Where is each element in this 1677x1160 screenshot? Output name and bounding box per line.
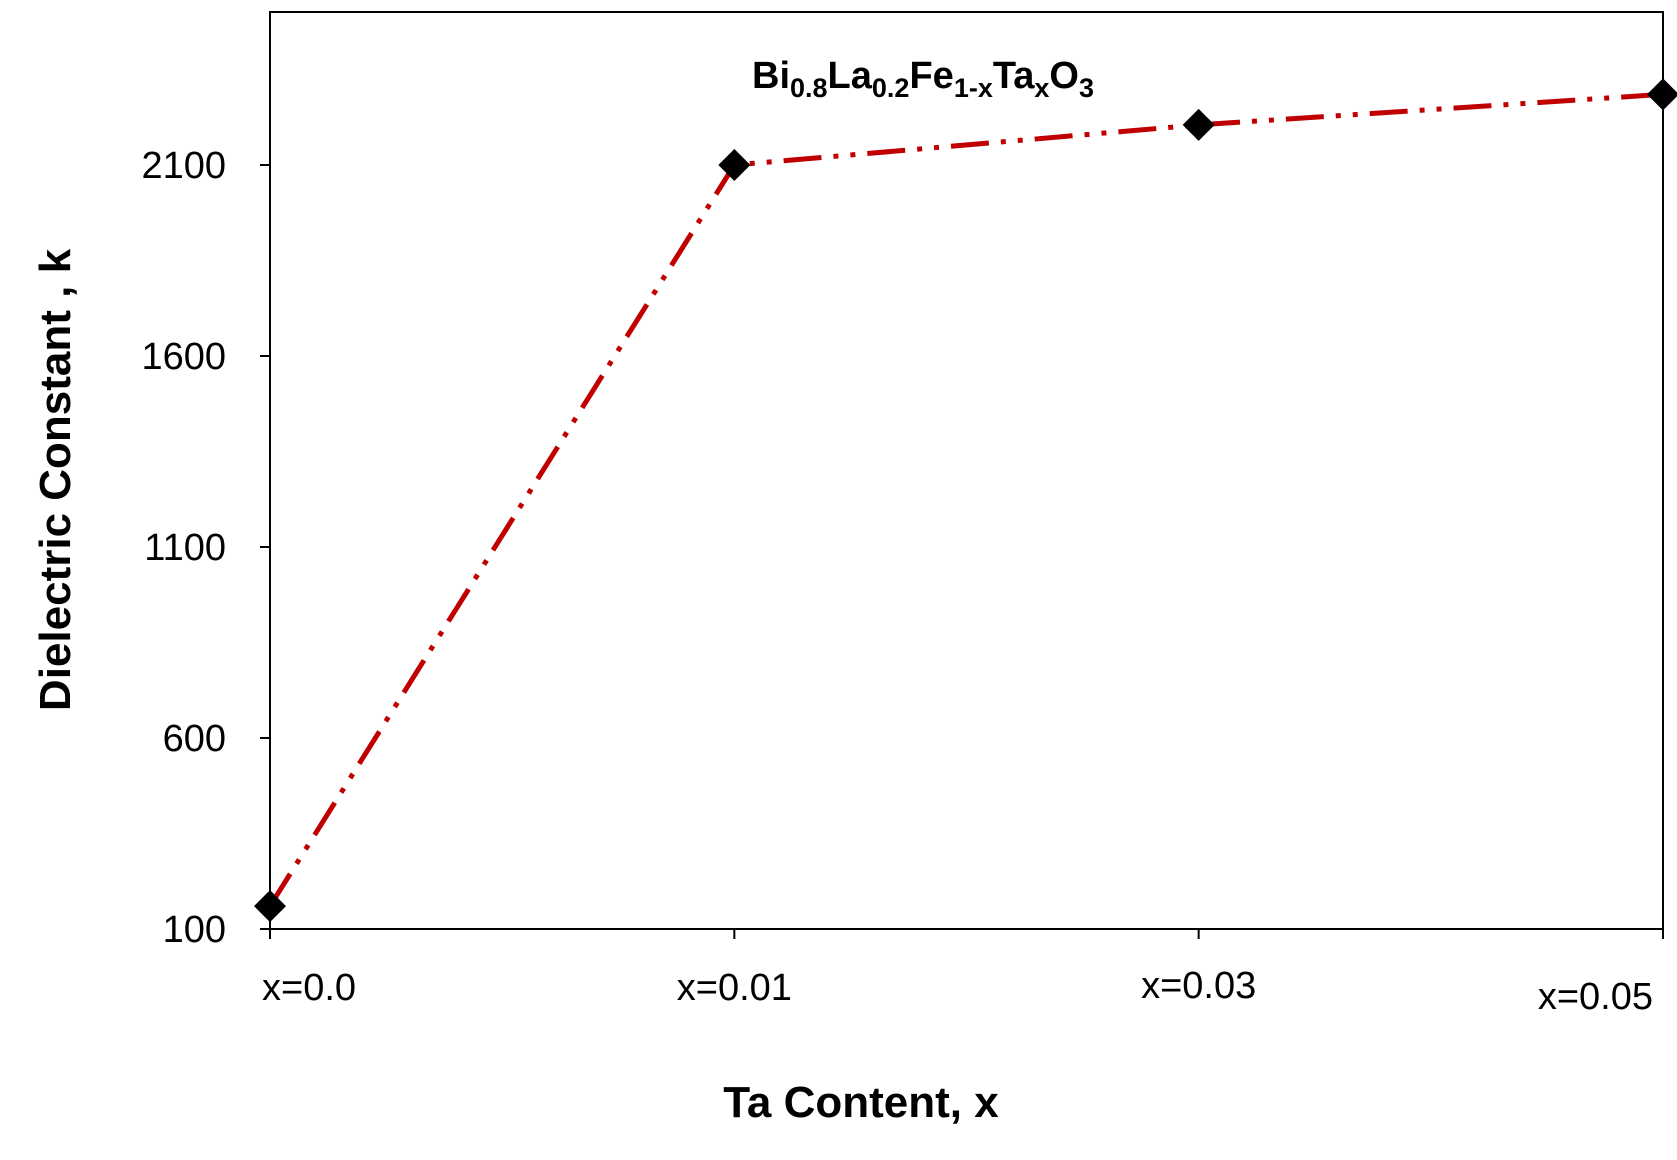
- x-axis-title: Ta Content, x: [723, 1078, 999, 1127]
- formula-text: La: [828, 55, 873, 97]
- x-tick-label: x=0.0: [262, 967, 356, 1009]
- x-tick-labels: x=0.0 x=0.01 x=0.03 x=0.05: [262, 965, 1653, 1018]
- data-point-marker: [718, 149, 751, 181]
- y-tick-labels: 100 600 1100 1600 2100: [141, 145, 226, 951]
- formula-text: Fe: [909, 55, 953, 97]
- formula-subscript: 0.2: [872, 73, 910, 103]
- x-axis-ticks: [269, 929, 1664, 939]
- data-point-marker: [254, 890, 286, 923]
- plot-area: [269, 11, 1664, 930]
- formula-subscript: x: [1034, 73, 1049, 103]
- y-tick-label: 1600: [141, 336, 226, 378]
- formula-text: Ta: [993, 55, 1035, 97]
- y-tick-label: 600: [163, 718, 226, 760]
- series-layer: [254, 78, 1677, 923]
- y-axis-ticks: [260, 164, 270, 930]
- y-tick-label: 100: [163, 909, 226, 951]
- formula-text: O: [1049, 55, 1079, 97]
- x-tick-label: x=0.05: [1538, 976, 1653, 1018]
- chart-annotation-formula: Bi0.8La0.2Fe1-xTaxO3: [752, 55, 1094, 103]
- x-tick-label: x=0.03: [1141, 965, 1256, 1007]
- y-tick-label: 1100: [144, 527, 226, 569]
- y-tick-label: 2100: [141, 145, 226, 187]
- x-tick-label: x=0.01: [677, 967, 792, 1009]
- y-axis-title: Dielectric Constant , k: [31, 248, 80, 711]
- formula-text: Bi: [752, 55, 790, 97]
- series-line: [267, 91, 1664, 908]
- data-point-marker: [1647, 78, 1677, 111]
- data-point-marker: [1182, 108, 1215, 141]
- formula-subscript: 1-x: [954, 73, 993, 103]
- formula-subscript: 3: [1079, 73, 1094, 103]
- formula-subscript: 0.8: [790, 73, 828, 103]
